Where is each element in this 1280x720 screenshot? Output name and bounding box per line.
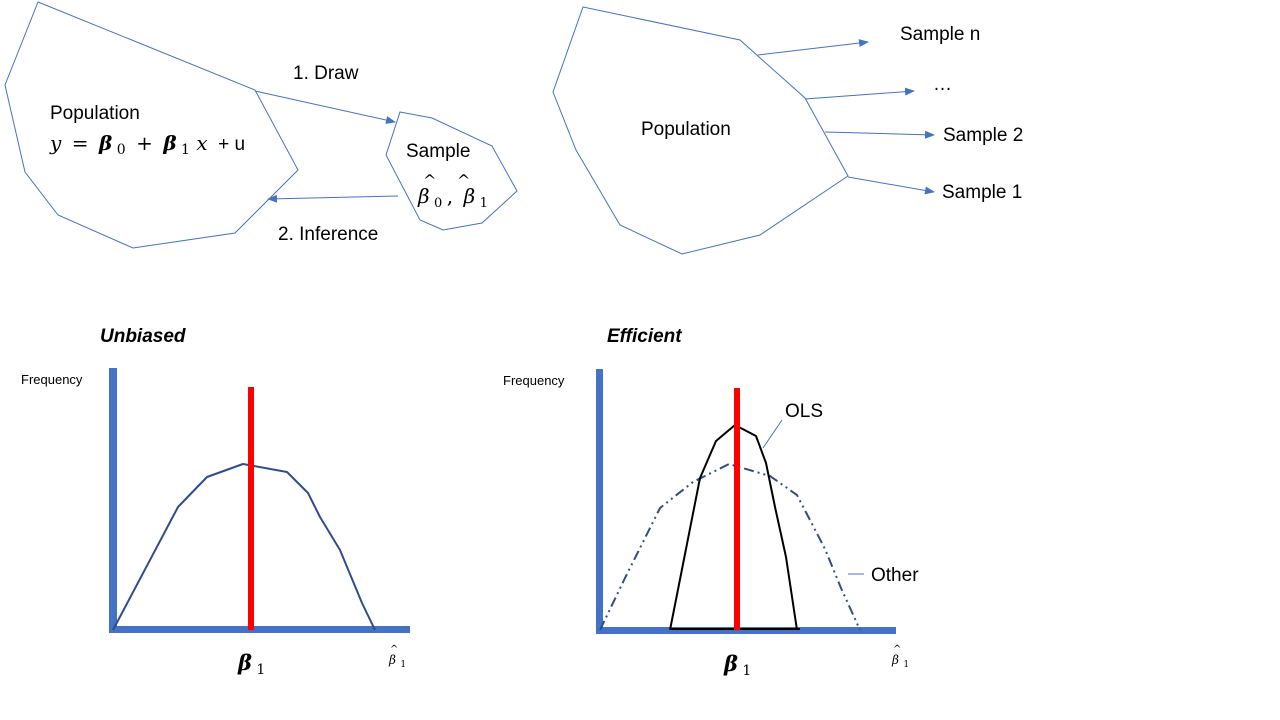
hat-b1-icon: ^	[457, 171, 470, 190]
ols-label: OLS	[785, 401, 823, 422]
sample-ellipsis-label: …	[933, 74, 952, 95]
population-shape-2	[552, 6, 849, 255]
efficient-y-axis	[596, 369, 603, 633]
unbiased-x-axis	[109, 626, 410, 633]
sample-estimates: β 0 , β 1	[417, 184, 488, 211]
inference-label: 2. Inference	[278, 224, 378, 245]
draw-label: 1. Draw	[293, 63, 359, 84]
efficient-ylabel: Frequency	[503, 373, 565, 388]
diagram-draw-inference: Population y = β 0 + β 1 x + u Sample β …	[4, 1, 518, 249]
population-label: Population	[50, 103, 140, 124]
efficient-beta-label: β 1	[723, 651, 751, 679]
hat-b0-icon: ^	[423, 171, 436, 190]
sample-n-label: Sample n	[900, 24, 980, 45]
unbiased-axis-end-label: β 1	[388, 651, 406, 670]
efficient-axis-end-label: β 1	[891, 651, 909, 670]
chart-unbiased: Unbiased Frequency β 1 β 1 ^	[21, 326, 410, 678]
sample-arrow-n	[757, 39, 869, 56]
unbiased-beta-label: β 1	[237, 650, 265, 678]
unbiased-ylabel: Frequency	[21, 372, 83, 387]
sample-1-label: Sample 1	[942, 182, 1022, 203]
sample-label: Sample	[406, 141, 470, 162]
efficient-true-value-line	[734, 388, 740, 630]
sample-2-label: Sample 2	[943, 125, 1023, 146]
efficient-title: Efficient	[607, 326, 682, 347]
population-label-2: Population	[641, 119, 731, 140]
unbiased-distribution-curve	[112, 463, 376, 631]
population-equation: y = β 0 + β 1 x + u	[49, 131, 245, 158]
ols-leader-line	[762, 419, 783, 449]
chart-efficient: Efficient Frequency OLS Other β 1 β 1 ^	[503, 326, 919, 679]
efficient-hat-icon: ^	[893, 644, 901, 655]
sample-arrow-dots	[804, 87, 915, 100]
sample-arrow-1	[847, 176, 935, 195]
efficient-x-axis	[596, 627, 896, 634]
sample-arrow-2	[824, 130, 935, 139]
draw-arrow	[254, 90, 396, 124]
other-distribution-curve	[599, 462, 861, 631]
other-label: Other	[871, 565, 919, 586]
unbiased-true-value-line	[248, 387, 254, 630]
unbiased-title: Unbiased	[100, 326, 186, 347]
inference-arrow	[267, 194, 399, 203]
unbiased-y-axis	[109, 368, 117, 632]
ols-distribution-curve	[669, 424, 798, 631]
diagram-repeated-sampling: Population Sample n … Sample 2 Sample 1	[552, 6, 1023, 255]
unbiased-hat-icon: ^	[390, 644, 398, 655]
population-shape	[4, 1, 299, 249]
sample-shape	[385, 111, 518, 231]
